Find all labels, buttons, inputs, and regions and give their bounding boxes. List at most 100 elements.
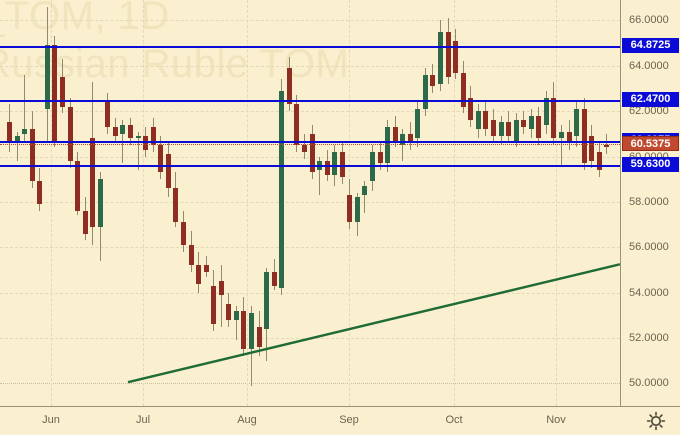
candle-body — [98, 179, 103, 227]
candle-wick — [606, 133, 607, 155]
candle-body — [597, 151, 602, 171]
candle-body — [287, 68, 292, 105]
time-axis-tick: Jun — [42, 414, 60, 426]
level-line[interactable] — [0, 100, 620, 103]
candle-body — [7, 122, 12, 143]
candle-body — [83, 210, 88, 234]
candle-body — [226, 303, 231, 320]
candle-body — [173, 188, 178, 223]
price-axis-tick: 62.0000 — [629, 105, 669, 118]
candle-body — [30, 129, 35, 182]
level-price-tag[interactable]: 59.6300 — [622, 156, 679, 172]
trendline-segment[interactable] — [127, 263, 620, 384]
candle-body — [362, 185, 367, 196]
candle-body — [68, 106, 73, 162]
gridline-v — [51, 0, 52, 406]
candle-body — [393, 127, 398, 141]
level-line[interactable] — [0, 164, 620, 167]
gridline-v — [454, 0, 455, 406]
last-price-line[interactable] — [0, 144, 620, 146]
candle-body — [45, 45, 50, 109]
candle-body — [430, 74, 435, 87]
candle-body — [476, 111, 481, 130]
time-axis-tick: Aug — [237, 414, 257, 426]
candle-body — [453, 40, 458, 73]
candle-body — [347, 195, 352, 223]
candle-body — [219, 281, 224, 295]
candle-body — [567, 131, 572, 143]
candle-body — [378, 151, 383, 164]
candle-body — [105, 102, 110, 127]
candle-body — [499, 122, 504, 137]
gridline-h — [0, 292, 620, 294]
candle-body — [294, 104, 299, 146]
candle-wick — [221, 265, 222, 327]
candle-wick — [17, 131, 18, 162]
candle-body — [264, 272, 269, 329]
price-axis-tick: 50.0000 — [629, 377, 669, 390]
time-axis-tick: Nov — [546, 414, 566, 426]
candle-body — [544, 97, 549, 125]
candle-body — [60, 77, 65, 107]
candle-body — [166, 154, 171, 189]
candle-body — [15, 136, 20, 143]
candle-body — [408, 133, 413, 143]
candle-body — [189, 244, 194, 266]
candle-body — [143, 136, 148, 150]
candle-body — [468, 97, 473, 121]
candle-body — [415, 108, 420, 139]
candle-body — [52, 45, 57, 143]
price-axis-tick: 66.0000 — [629, 14, 669, 27]
price-axis[interactable]: 66.000064.000062.000060.000058.000056.00… — [620, 0, 680, 406]
candle-body — [158, 145, 163, 173]
candle-body — [325, 161, 330, 175]
candle-body — [234, 310, 239, 320]
candle-body — [589, 136, 594, 162]
candle-body — [302, 145, 307, 152]
level-line[interactable] — [0, 140, 620, 143]
time-axis-tick: Jul — [135, 414, 151, 426]
candle-body — [128, 124, 133, 139]
time-axis-tick: Sep — [339, 414, 359, 426]
candle-wick — [138, 131, 139, 171]
gridline-h — [0, 337, 620, 339]
gridline-v — [556, 0, 557, 406]
candle-body — [241, 310, 246, 350]
candle-body — [446, 31, 451, 78]
candle-body — [536, 115, 541, 139]
candle-body — [136, 136, 141, 139]
candle-body — [574, 108, 579, 137]
candle-body — [506, 122, 511, 137]
time-axis[interactable]: Jun Jul Aug Sep Oct Nov — [0, 406, 680, 435]
price-axis-tick: 64.0000 — [629, 59, 669, 72]
level-price-tag[interactable]: 64.8725 — [622, 37, 679, 53]
candle-body — [400, 133, 405, 146]
candle-body — [181, 222, 186, 245]
level-price-tag[interactable]: 62.4700 — [622, 92, 679, 108]
candle-body — [204, 265, 209, 273]
gridline-h — [0, 383, 620, 385]
price-axis-tick: 56.0000 — [629, 241, 669, 254]
candle-body — [521, 120, 526, 127]
gridline-h — [0, 201, 620, 203]
price-axis-tick: 52.0000 — [629, 331, 669, 344]
candle-body — [310, 133, 315, 173]
candle-body — [514, 120, 519, 141]
time-axis-tick: Oct — [445, 414, 463, 426]
level-line[interactable] — [0, 45, 620, 48]
candle-body — [151, 127, 156, 146]
chart-plot-area[interactable]: _TOM, 1D Russian Ruble TOM — [0, 0, 620, 406]
gear-icon[interactable] — [646, 411, 666, 431]
candle-body — [461, 72, 466, 107]
candle-body — [438, 31, 443, 84]
candle-wick — [24, 74, 25, 141]
candle-body — [355, 197, 360, 223]
gridline-h — [0, 247, 620, 249]
last-price-tag[interactable]: 60.5375 — [622, 136, 679, 152]
candle-body — [582, 108, 587, 164]
candle-wick — [364, 181, 365, 214]
candle-body — [22, 129, 27, 134]
candle-body — [257, 326, 262, 348]
candle-wick — [319, 156, 320, 196]
